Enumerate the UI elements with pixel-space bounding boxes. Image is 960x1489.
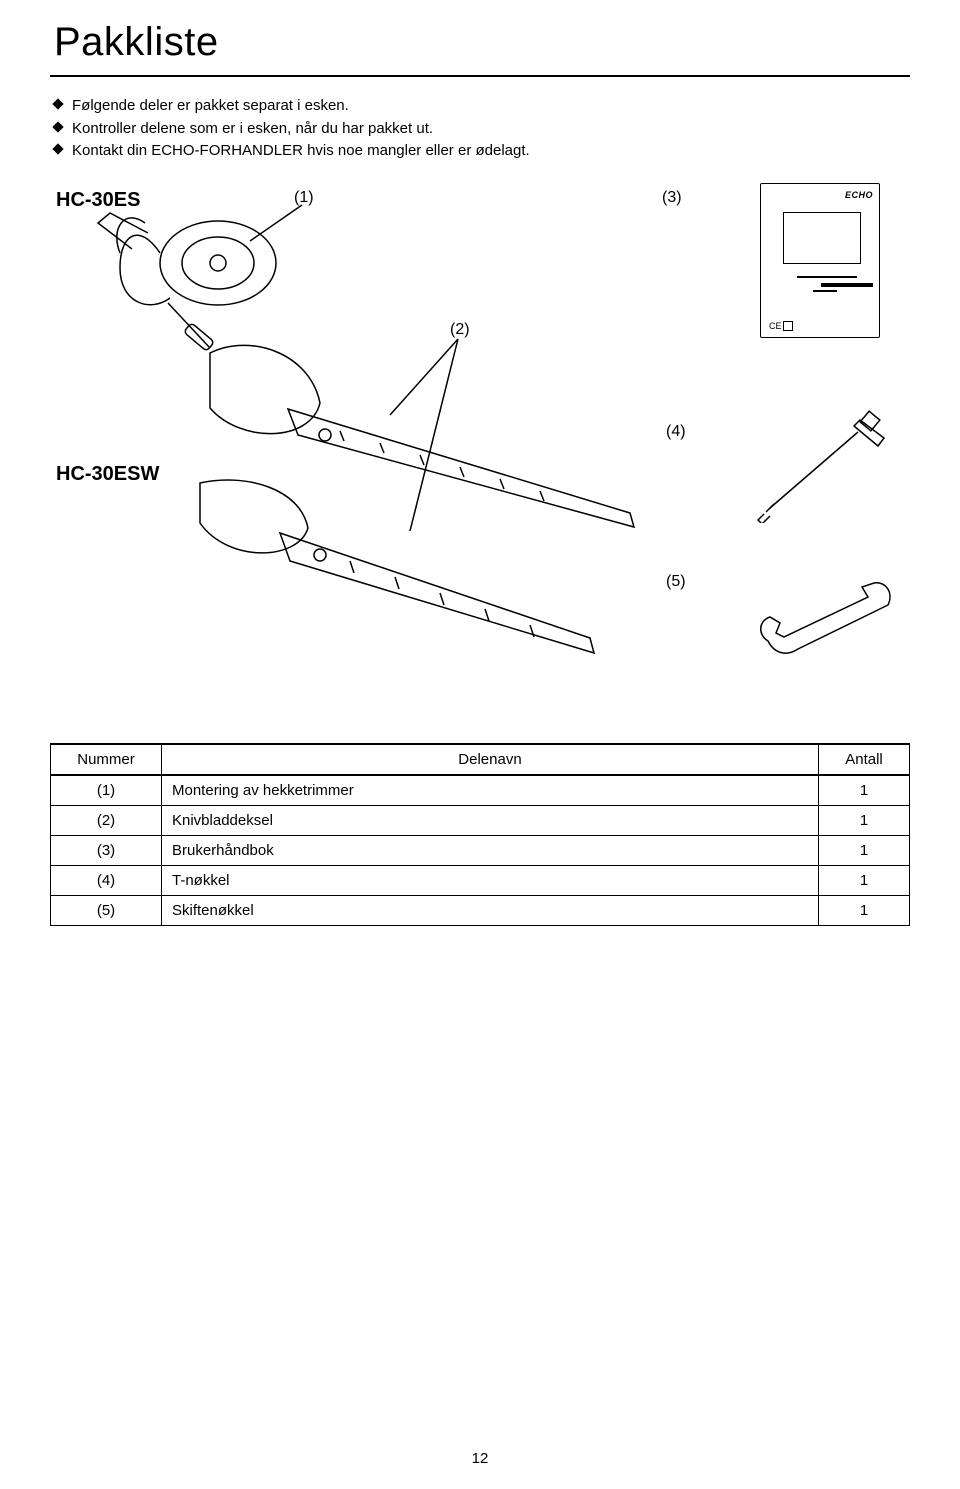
- bullet-item: Kontroller delene som er i esken, når du…: [54, 118, 910, 141]
- cell-qty: 1: [819, 865, 910, 895]
- table-row: (5) Skiftenøkkel 1: [51, 895, 910, 925]
- cell-qty: 1: [819, 775, 910, 805]
- cell-num: (5): [51, 895, 162, 925]
- cell-qty: 1: [819, 895, 910, 925]
- bullet-item: Følgende deler er pakket separat i esken…: [54, 95, 910, 118]
- title-rule: [50, 75, 910, 77]
- table-row: (1) Montering av hekketrimmer 1: [51, 775, 910, 805]
- manual-line: [797, 276, 857, 278]
- cell-name: Knivbladdeksel: [162, 805, 819, 835]
- manual-inner-rect: [783, 212, 861, 264]
- bullet-list: Følgende deler er pakket separat i esken…: [54, 95, 910, 163]
- table-row: (2) Knivbladdeksel 1: [51, 805, 910, 835]
- table-header-name: Delenavn: [162, 744, 819, 775]
- page-number: 12: [0, 1450, 960, 1467]
- cell-name: Montering av hekketrimmer: [162, 775, 819, 805]
- manual-line: [813, 290, 837, 292]
- table-header-qty: Antall: [819, 744, 910, 775]
- figure-area: HC-30ES HC-30ESW (1) (3) (2) (4) (5): [50, 183, 910, 723]
- manual-icon: ECHO CE: [760, 183, 880, 338]
- trimmer-illustration: [50, 183, 730, 723]
- spanner-icon: [750, 563, 910, 663]
- cell-num: (1): [51, 775, 162, 805]
- t-wrench-icon: [750, 408, 900, 523]
- cell-name: T-nøkkel: [162, 865, 819, 895]
- cell-qty: 1: [819, 805, 910, 835]
- page-title: Pakkliste: [54, 20, 910, 65]
- bullet-item: Kontakt din ECHO-FORHANDLER hvis noe man…: [54, 140, 910, 163]
- manual-line: [821, 283, 873, 287]
- cell-name: Brukerhåndbok: [162, 835, 819, 865]
- echo-logo: ECHO: [845, 190, 873, 200]
- parts-table: Nummer Delenavn Antall (1) Montering av …: [50, 743, 910, 926]
- table-row: (3) Brukerhåndbok 1: [51, 835, 910, 865]
- cell-num: (4): [51, 865, 162, 895]
- cell-name: Skiftenøkkel: [162, 895, 819, 925]
- cell-num: (3): [51, 835, 162, 865]
- manual-square: [783, 321, 793, 331]
- cell-qty: 1: [819, 835, 910, 865]
- ce-mark: CE: [769, 321, 782, 331]
- table-header-num: Nummer: [51, 744, 162, 775]
- cell-num: (2): [51, 805, 162, 835]
- table-row: (4) T-nøkkel 1: [51, 865, 910, 895]
